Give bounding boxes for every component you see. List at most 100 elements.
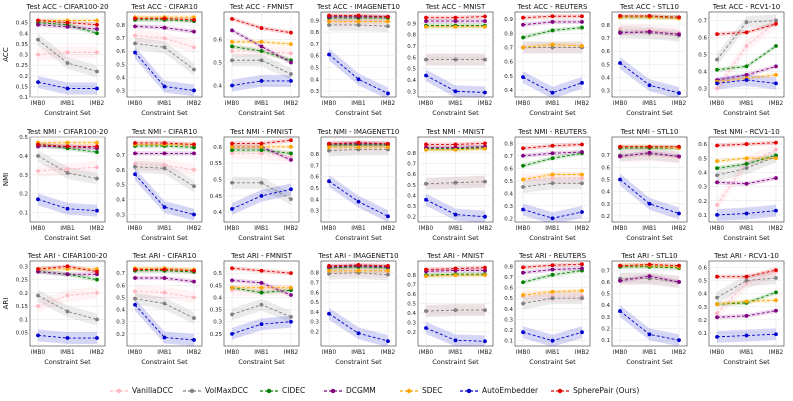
- series-group: [715, 140, 778, 221]
- legend-label: AutoEmbedder: [482, 386, 539, 395]
- y-tick-label: 0.7: [116, 36, 125, 42]
- point-cidec: [192, 145, 196, 150]
- x-tick-label: IMB0: [516, 350, 531, 356]
- point-dcgmm: [424, 19, 428, 23]
- y-tick-label: 0.6: [213, 145, 222, 151]
- point-volmaxdcc: [424, 57, 428, 62]
- point-sdec: [386, 268, 390, 273]
- y-tick-label: 0.2: [407, 330, 416, 336]
- point-spherepair-ours: [774, 22, 778, 26]
- point-dcgmm: [550, 20, 555, 24]
- y-tick-label: 0.5: [601, 62, 610, 68]
- x-tick-label: IMB2: [90, 101, 105, 107]
- y-tick-label: 0.2: [698, 199, 707, 205]
- point-volmaxdcc: [95, 176, 99, 181]
- y-tick-label: 0.4: [407, 78, 416, 84]
- band-cidec: [717, 290, 776, 307]
- band-dcgmm: [620, 274, 679, 285]
- panel-test-nmi-reuters: 0.2 0.3 0.4 0.5 0.6 0.7 0.8 IMB0 IMB1 IMB2 Test NM…: [504, 128, 591, 242]
- band-autoembedder: [329, 175, 388, 222]
- band-vanilladcc: [717, 16, 776, 95]
- y-tick-label: 0.6: [504, 166, 513, 172]
- point-vanilladcc: [65, 50, 70, 55]
- point-cidec: [550, 28, 555, 33]
- y-tick-label: 0.4: [213, 210, 222, 216]
- series-group: [327, 262, 390, 346]
- band-vanilladcc: [38, 286, 97, 313]
- y-tick-label: 0.6: [213, 38, 222, 44]
- series-group: [521, 262, 584, 346]
- y-tick-label: 0.3: [698, 305, 707, 311]
- point-volmaxdcc: [521, 301, 525, 306]
- y-tick-label: 0.4: [407, 193, 416, 199]
- panel-test-acc-cifar100-20: 0.1 0.15 0.2 0.25 0.3 0.35 0.4 0.45 IMB0 IMB1 IMB2…: [2, 3, 109, 117]
- y-tick-label: 0.25: [16, 63, 29, 69]
- point-spherepair-ours: [424, 267, 428, 272]
- y-tick-label: 0.5: [116, 295, 125, 301]
- point-cidec: [550, 156, 555, 161]
- y-tick-label: 0.7: [116, 271, 125, 277]
- panel-test-nmi-rcv1-10: 0.1 0.2 0.3 0.4 0.5 0.6 IMB0 IMB1 IMB2 Test NMI -…: [698, 128, 785, 242]
- y-tick-label: 0.4: [310, 197, 319, 203]
- point-spherepair-ours: [36, 142, 40, 147]
- point-sdec: [715, 159, 719, 163]
- y-tick-label: 0.3: [601, 88, 610, 94]
- x-tick-label: IMB0: [322, 101, 337, 107]
- point-spherepair-ours: [386, 263, 390, 268]
- y-tick-label: 0.8: [310, 271, 319, 277]
- line-volmaxdcc: [716, 277, 777, 299]
- point-spherepair-ours: [453, 142, 458, 147]
- series-group: [133, 15, 196, 97]
- point-autoembedder: [230, 207, 234, 211]
- point-autoembedder: [65, 336, 70, 340]
- point-sdec: [774, 156, 778, 161]
- point-volmaxdcc: [424, 309, 428, 313]
- y-tick-label: 0.5: [601, 178, 610, 184]
- x-tick-label: IMB2: [672, 350, 687, 356]
- y-tick-label: 0.3: [310, 89, 319, 95]
- y-tick-label: 0.4: [504, 307, 513, 313]
- y-tick-label: 0.3: [310, 320, 319, 326]
- panel-title: Test NMI - CIFAR100-20: [26, 128, 108, 136]
- point-autoembedder: [521, 207, 525, 212]
- point-volmaxdcc: [133, 296, 137, 301]
- x-tick-label: IMB2: [575, 226, 590, 232]
- line-cidec: [716, 291, 777, 305]
- band-vanilladcc: [717, 265, 776, 320]
- y-tick-label: 0.4: [698, 70, 707, 76]
- point-spherepair-ours: [162, 267, 167, 272]
- y-tick-label: 0.5: [213, 271, 222, 277]
- x-tick-label: IMB2: [90, 350, 105, 356]
- panel-test-nmi-mnist: 0.2 0.3 0.4 0.5 0.6 0.7 0.8 IMB0 IMB1 IMB2 Test NM…: [407, 128, 494, 242]
- panel-title: Test NMI - RCV1-10: [712, 128, 779, 136]
- point-autoembedder: [424, 197, 428, 202]
- band-cidec: [232, 44, 291, 63]
- point-volmaxdcc: [95, 317, 99, 322]
- point-vanilladcc: [36, 169, 40, 173]
- point-autoembedder: [774, 332, 778, 337]
- legend-swatch: [110, 388, 128, 394]
- y-tick-label: 0.5: [504, 296, 513, 302]
- point-spherepair-ours: [618, 144, 622, 149]
- x-tick-label: IMB1: [60, 101, 75, 107]
- point-sdec: [580, 172, 584, 177]
- point-autoembedder: [453, 338, 458, 343]
- point-spherepair-ours: [424, 15, 428, 20]
- point-sdec: [453, 273, 458, 278]
- x-axis-label: Constraint Set: [141, 109, 188, 117]
- y-tick-label: 0.7: [407, 162, 416, 168]
- point-vanilladcc: [65, 167, 70, 172]
- point-sdec: [95, 18, 99, 23]
- point-vanilladcc: [550, 176, 555, 181]
- point-sdec: [289, 42, 293, 47]
- series-group: [327, 13, 390, 97]
- x-tick-label: IMB0: [31, 226, 46, 232]
- y-tick-label: 0.3: [601, 202, 610, 208]
- x-tick-label: IMB2: [769, 226, 784, 232]
- x-tick-label: IMB0: [225, 226, 240, 232]
- y-tick-label: 0.6: [407, 292, 416, 298]
- point-spherepair-ours: [677, 15, 681, 20]
- panel-title: Test NMI - REUTERS: [517, 128, 587, 136]
- series-group: [230, 16, 293, 92]
- y-tick-label: 0.55: [210, 161, 223, 167]
